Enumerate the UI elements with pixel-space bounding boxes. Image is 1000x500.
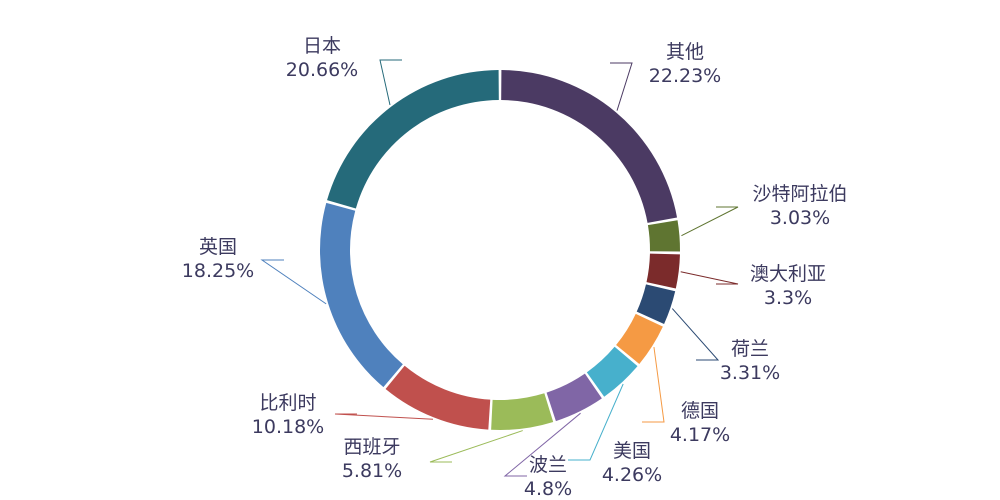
slice-value-label: 4.17% (670, 424, 730, 446)
donut-slice (501, 70, 678, 223)
donut-slice (647, 220, 680, 252)
slice-value-label: 3.3% (764, 287, 812, 309)
donut-slice (327, 70, 499, 209)
slice-value-label: 4.8% (524, 478, 572, 500)
donut-slice (646, 253, 680, 289)
leader-line (568, 383, 624, 461)
leader-line (260, 259, 327, 305)
donut-slice (320, 202, 403, 388)
slice-value-label: 18.25% (182, 260, 254, 282)
slice-value-label: 5.81% (342, 460, 402, 482)
slice-category-label: 比利时 (259, 392, 316, 414)
leader-line (671, 308, 720, 361)
slice-value-label: 3.31% (720, 362, 780, 384)
leader-line (642, 347, 665, 423)
slice-value-label: 10.18% (252, 416, 324, 438)
leader-line (680, 271, 739, 285)
leader-line (610, 62, 633, 111)
slice-category-label: 其他 (666, 41, 704, 63)
donut-slice (586, 346, 638, 397)
leader-line (503, 412, 581, 477)
slice-category-label: 美国 (613, 440, 651, 462)
slice-category-label: 沙特阿拉伯 (752, 183, 847, 205)
slice-category-label: 西班牙 (343, 436, 400, 458)
donut-slices (320, 70, 680, 430)
slice-value-label: 20.66% (286, 59, 358, 81)
donut-slice (385, 365, 491, 430)
donut-slice (636, 284, 676, 325)
donut-slice (546, 373, 602, 422)
slice-category-label: 澳大利亚 (750, 263, 826, 285)
donut-slice (616, 313, 663, 364)
slice-value-label: 3.03% (770, 207, 830, 229)
slice-category-label: 德国 (681, 400, 719, 422)
slice-category-label: 荷兰 (731, 338, 769, 360)
slice-category-label: 日本 (303, 35, 341, 57)
leader-line (681, 206, 739, 237)
donut-slice (491, 393, 554, 430)
leader-line (379, 59, 402, 106)
leader-lines (260, 59, 739, 477)
leader-line (334, 413, 434, 420)
slice-value-label: 4.26% (602, 464, 662, 486)
slice-value-label: 22.23% (649, 65, 721, 87)
leader-line (429, 430, 523, 463)
slice-category-label: 英国 (199, 236, 237, 258)
slice-category-label: 波兰 (529, 454, 567, 476)
